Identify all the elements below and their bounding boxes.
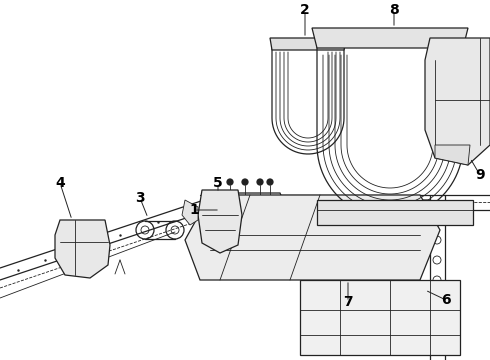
Circle shape xyxy=(166,221,184,239)
Text: 2: 2 xyxy=(300,3,310,17)
Circle shape xyxy=(446,288,454,296)
Circle shape xyxy=(242,179,248,185)
Circle shape xyxy=(322,40,330,48)
Ellipse shape xyxy=(290,228,330,252)
Text: 6: 6 xyxy=(441,293,451,307)
Circle shape xyxy=(77,257,87,267)
Polygon shape xyxy=(182,200,198,225)
Circle shape xyxy=(325,220,335,230)
Circle shape xyxy=(136,221,154,239)
Circle shape xyxy=(284,40,292,48)
Circle shape xyxy=(411,341,419,349)
Text: 9: 9 xyxy=(475,168,485,182)
Circle shape xyxy=(311,288,319,296)
Polygon shape xyxy=(198,190,242,253)
Circle shape xyxy=(433,256,441,264)
Circle shape xyxy=(433,216,441,224)
Circle shape xyxy=(141,226,149,234)
Circle shape xyxy=(433,236,441,244)
Polygon shape xyxy=(390,200,440,248)
Circle shape xyxy=(451,114,463,126)
Circle shape xyxy=(215,198,225,208)
Polygon shape xyxy=(185,195,440,280)
Text: 7: 7 xyxy=(343,295,353,309)
Circle shape xyxy=(346,34,354,42)
Text: 1: 1 xyxy=(189,203,199,217)
Circle shape xyxy=(446,341,454,349)
Polygon shape xyxy=(215,193,285,225)
Polygon shape xyxy=(300,280,460,355)
Circle shape xyxy=(355,220,365,230)
Circle shape xyxy=(326,256,334,264)
Polygon shape xyxy=(312,28,468,48)
Circle shape xyxy=(433,276,441,284)
Circle shape xyxy=(227,179,233,185)
Text: 8: 8 xyxy=(389,3,399,17)
Circle shape xyxy=(257,179,263,185)
Polygon shape xyxy=(435,145,470,165)
Text: 5: 5 xyxy=(213,176,223,190)
Circle shape xyxy=(356,256,364,264)
Circle shape xyxy=(411,288,419,296)
Polygon shape xyxy=(270,38,346,50)
Polygon shape xyxy=(55,220,110,278)
Circle shape xyxy=(376,34,384,42)
Circle shape xyxy=(84,226,96,238)
Text: 3: 3 xyxy=(135,191,145,205)
Circle shape xyxy=(311,341,319,349)
Polygon shape xyxy=(425,38,490,165)
Circle shape xyxy=(267,179,273,185)
Circle shape xyxy=(342,307,378,343)
Circle shape xyxy=(449,57,465,73)
Circle shape xyxy=(436,34,444,42)
Polygon shape xyxy=(300,210,390,270)
Circle shape xyxy=(433,296,441,304)
Circle shape xyxy=(406,34,414,42)
Polygon shape xyxy=(317,200,473,225)
Text: 4: 4 xyxy=(55,176,65,190)
Circle shape xyxy=(171,226,179,234)
Circle shape xyxy=(215,232,225,242)
